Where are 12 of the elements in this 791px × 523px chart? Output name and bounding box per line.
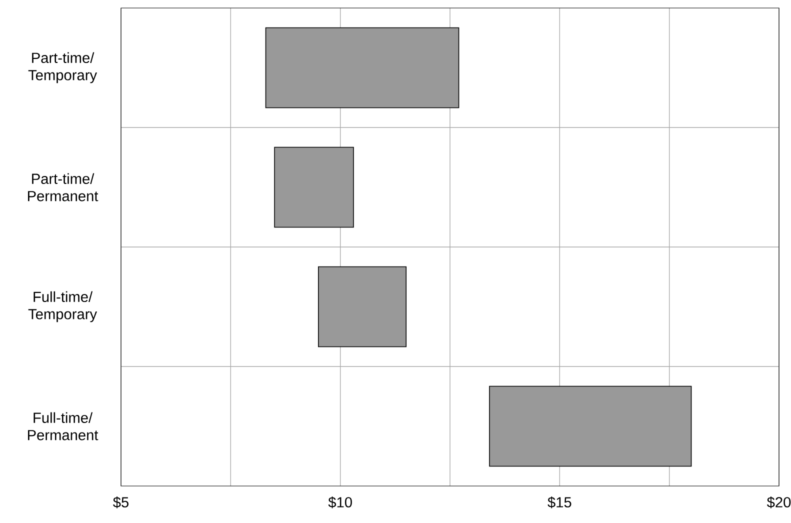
bar <box>318 266 407 348</box>
bar <box>265 27 460 108</box>
x-tick-label: $5 <box>113 496 128 508</box>
bar <box>489 386 692 467</box>
x-tick-label: $10 <box>328 496 352 508</box>
bar <box>274 146 354 228</box>
y-tick-label: Part-time/ Permanent <box>28 173 98 202</box>
x-tick-label: $20 <box>766 496 791 508</box>
x-tick-label: $15 <box>548 496 572 508</box>
y-tick-label: Part-time/ Temporary <box>28 52 98 84</box>
y-tick-label: Full-time/ Permanent <box>28 412 98 440</box>
y-tick-label: Full-time/ Temporary <box>28 291 98 322</box>
